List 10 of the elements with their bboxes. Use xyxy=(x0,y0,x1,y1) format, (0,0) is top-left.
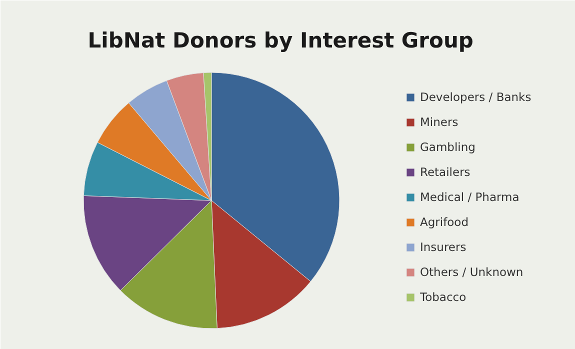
legend-label: Tobacco xyxy=(420,290,466,304)
legend-label: Developers / Banks xyxy=(420,90,532,104)
legend-label: Others / Unknown xyxy=(420,265,524,279)
legend-label: Gambling xyxy=(420,140,476,154)
legend-label: Retailers xyxy=(420,165,470,179)
chart-title: LibNat Donors by Interest Group xyxy=(88,28,474,52)
legend-label: Medical / Pharma xyxy=(420,190,520,204)
legend-label: Miners xyxy=(420,115,458,129)
legend-label: Agrifood xyxy=(420,215,469,229)
legend-label: Insurers xyxy=(420,240,466,254)
